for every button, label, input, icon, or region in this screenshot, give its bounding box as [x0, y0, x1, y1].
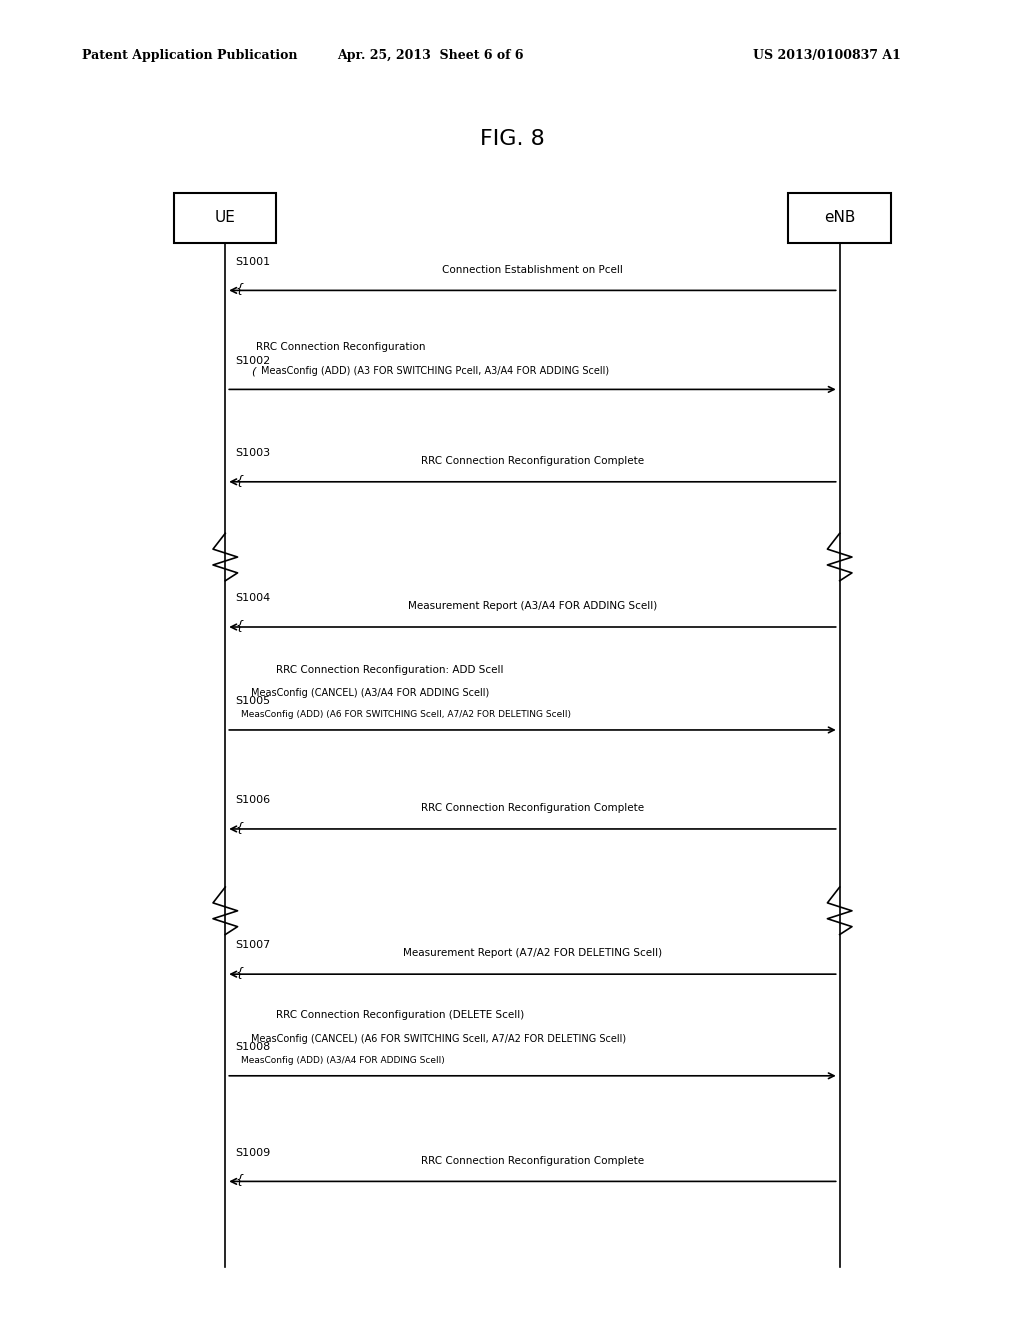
- Text: S1008: S1008: [236, 1041, 270, 1052]
- Text: S1004: S1004: [236, 593, 270, 603]
- Text: S1005: S1005: [236, 696, 270, 706]
- Text: US 2013/0100837 A1: US 2013/0100837 A1: [754, 49, 901, 62]
- Text: MeasConfig (ADD) (A3/A4 FOR ADDING Scell): MeasConfig (ADD) (A3/A4 FOR ADDING Scell…: [241, 1056, 444, 1065]
- Text: S1007: S1007: [236, 940, 270, 950]
- Text: {: {: [236, 474, 244, 487]
- Text: S1003: S1003: [236, 447, 270, 458]
- Text: RRC Connection Reconfiguration: RRC Connection Reconfiguration: [256, 342, 426, 352]
- Text: MeasConfig (ADD) (A6 FOR SWITCHING Scell, A7/A2 FOR DELETING Scell): MeasConfig (ADD) (A6 FOR SWITCHING Scell…: [241, 710, 570, 719]
- Text: S1009: S1009: [236, 1147, 270, 1158]
- Text: RRC Connection Reconfiguration (DELETE Scell): RRC Connection Reconfiguration (DELETE S…: [276, 1010, 524, 1020]
- Text: RRC Connection Reconfiguration Complete: RRC Connection Reconfiguration Complete: [421, 1155, 644, 1166]
- Text: S1006: S1006: [236, 795, 270, 805]
- Text: S1001: S1001: [236, 256, 270, 267]
- Text: {: {: [236, 1173, 244, 1187]
- Text: {: {: [236, 619, 244, 632]
- Text: S1002: S1002: [236, 355, 270, 366]
- FancyBboxPatch shape: [788, 193, 891, 243]
- Text: RRC Connection Reconfiguration Complete: RRC Connection Reconfiguration Complete: [421, 803, 644, 813]
- Text: MeasConfig (ADD) (A3 FOR SWITCHING Pcell, A3/A4 FOR ADDING Scell): MeasConfig (ADD) (A3 FOR SWITCHING Pcell…: [261, 366, 609, 376]
- Text: Patent Application Publication: Patent Application Publication: [82, 49, 297, 62]
- Text: FIG. 8: FIG. 8: [479, 128, 545, 149]
- Text: (: (: [251, 366, 255, 376]
- Text: Connection Establishment on Pcell: Connection Establishment on Pcell: [442, 264, 623, 275]
- Text: {: {: [236, 821, 244, 834]
- Text: Measurement Report (A3/A4 FOR ADDING Scell): Measurement Report (A3/A4 FOR ADDING Sce…: [408, 601, 657, 611]
- FancyBboxPatch shape: [174, 193, 276, 243]
- Text: MeasConfig (CANCEL) (A3/A4 FOR ADDING Scell): MeasConfig (CANCEL) (A3/A4 FOR ADDING Sc…: [251, 688, 489, 698]
- Text: RRC Connection Reconfiguration: ADD Scell: RRC Connection Reconfiguration: ADD Scel…: [276, 664, 504, 675]
- Text: MeasConfig (CANCEL) (A6 FOR SWITCHING Scell, A7/A2 FOR DELETING Scell): MeasConfig (CANCEL) (A6 FOR SWITCHING Sc…: [251, 1034, 626, 1044]
- Text: {: {: [236, 966, 244, 979]
- Text: {: {: [236, 282, 244, 296]
- Text: RRC Connection Reconfiguration Complete: RRC Connection Reconfiguration Complete: [421, 455, 644, 466]
- Text: Apr. 25, 2013  Sheet 6 of 6: Apr. 25, 2013 Sheet 6 of 6: [337, 49, 523, 62]
- Text: UE: UE: [215, 210, 236, 226]
- Text: Measurement Report (A7/A2 FOR DELETING Scell): Measurement Report (A7/A2 FOR DELETING S…: [402, 948, 663, 958]
- Text: eNB: eNB: [824, 210, 855, 226]
